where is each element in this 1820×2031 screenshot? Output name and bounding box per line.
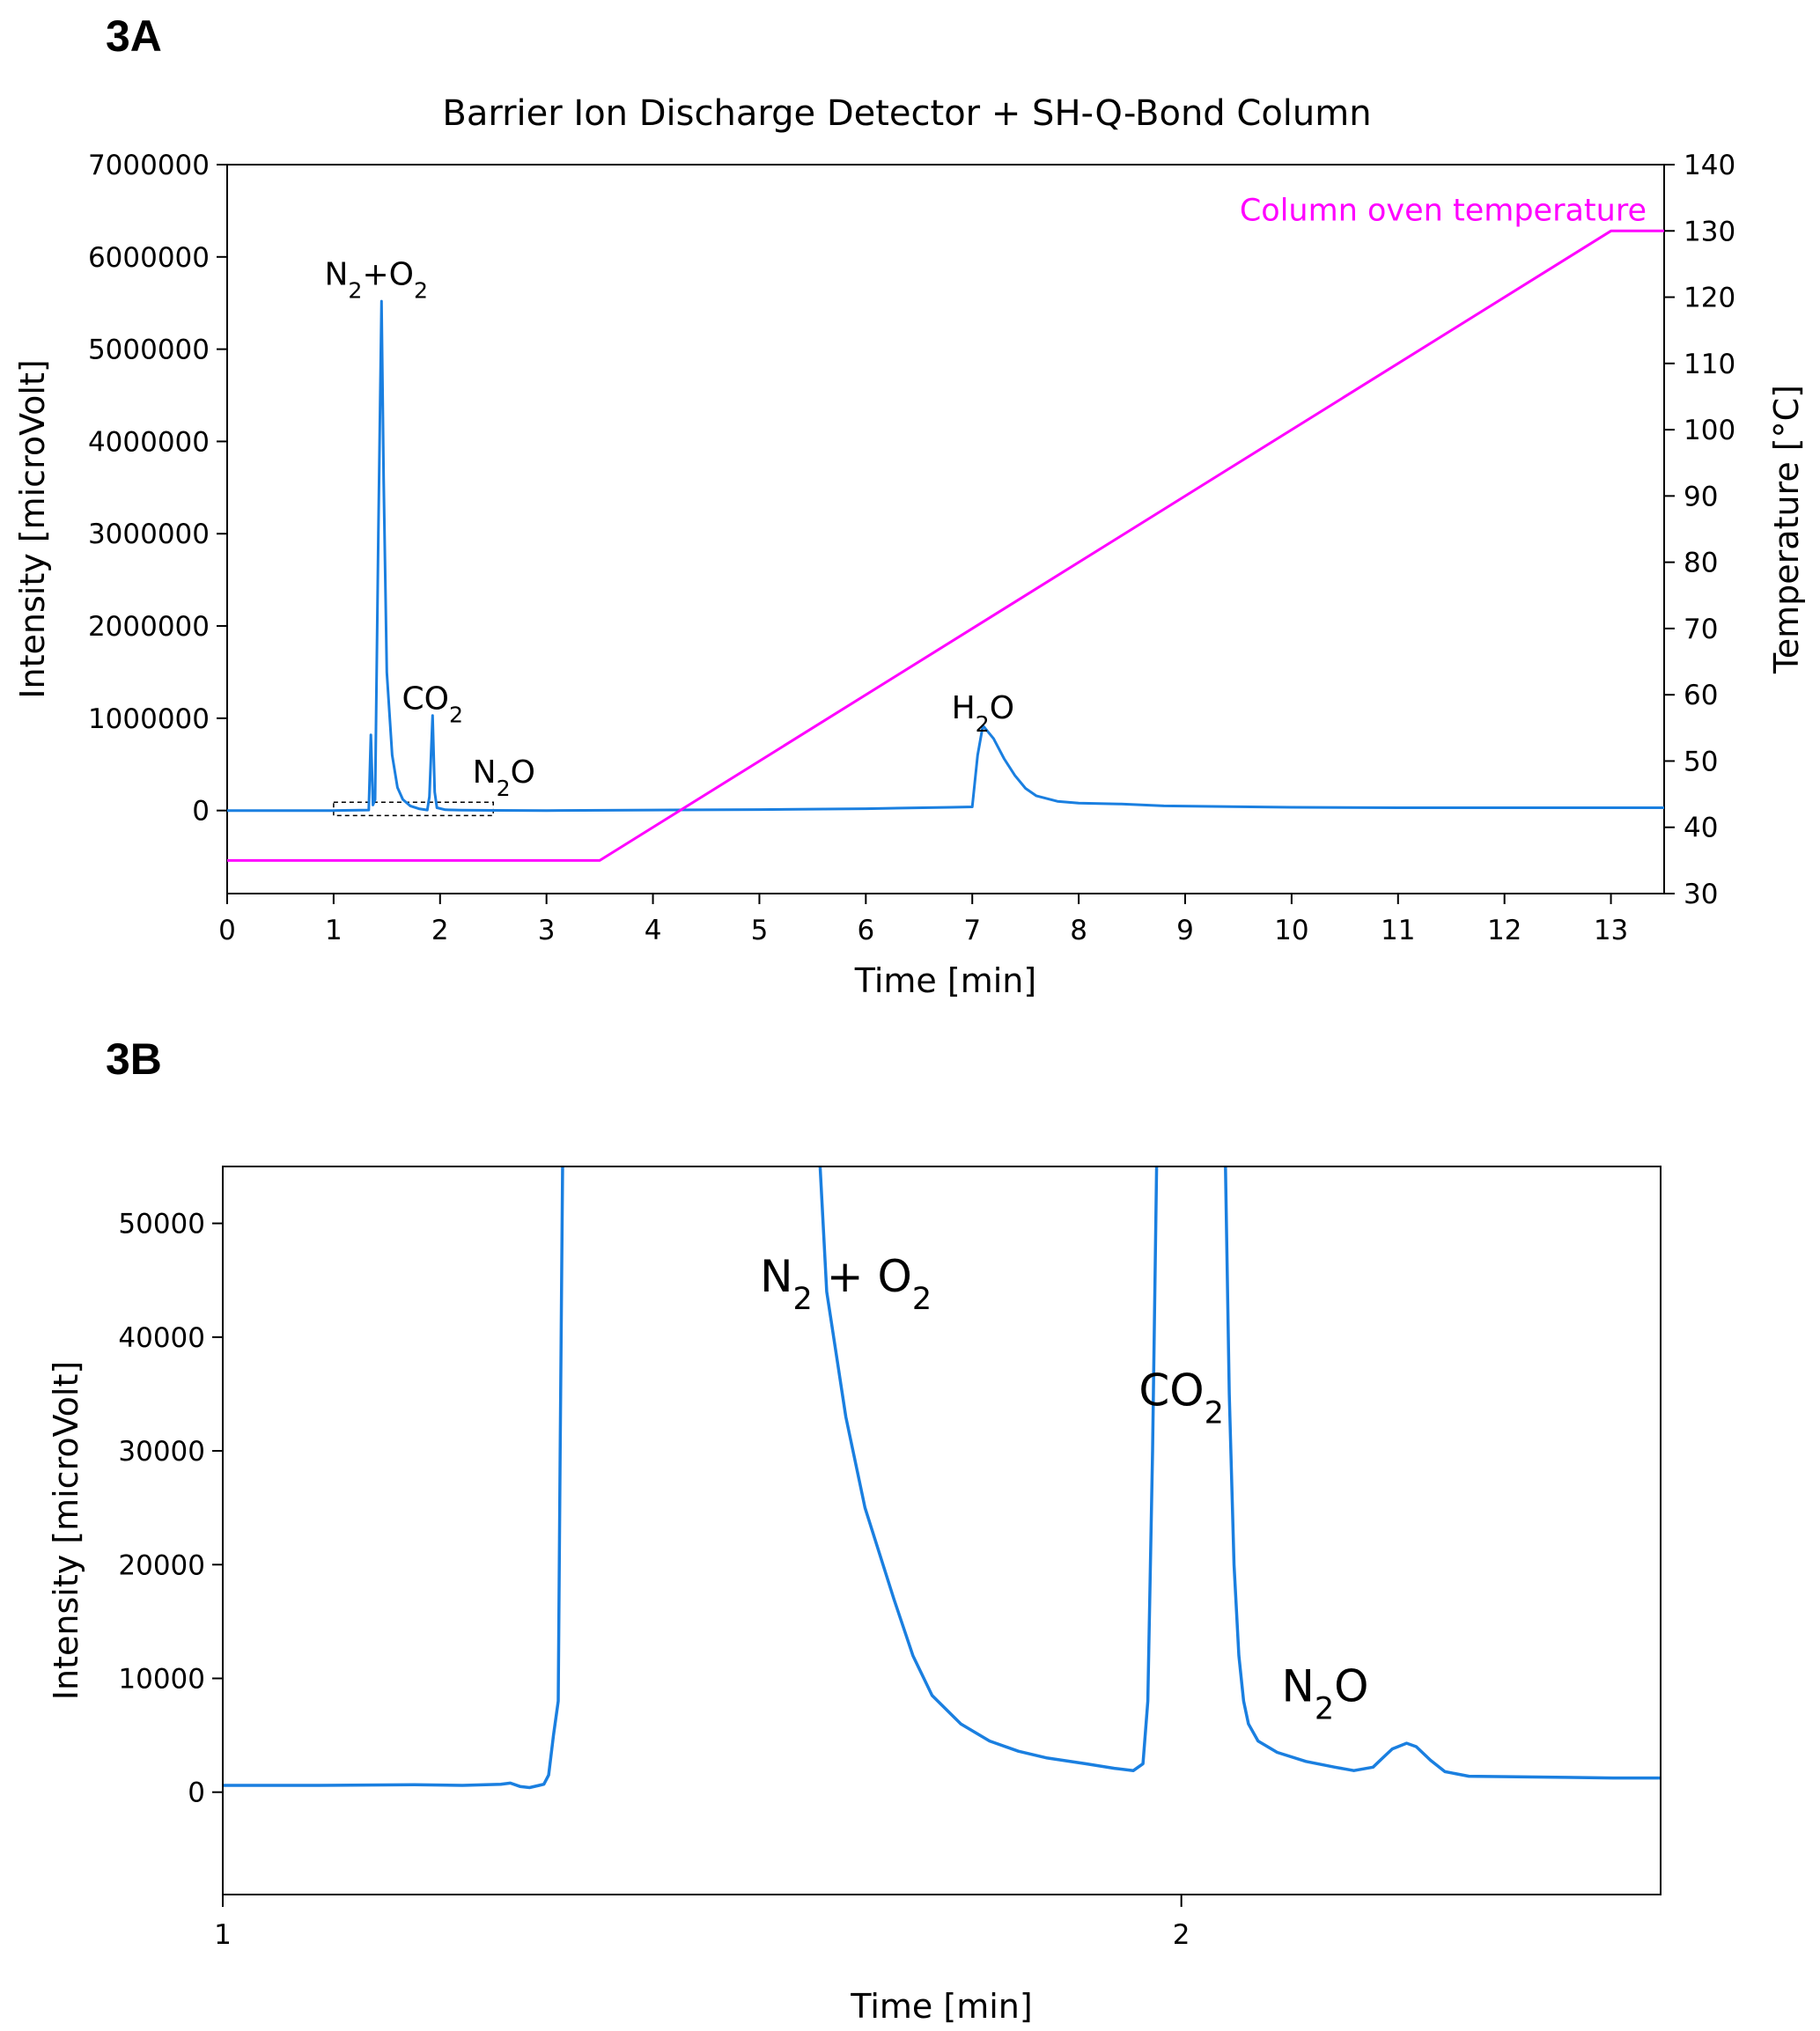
peak-label-part: CO (402, 681, 449, 717)
peak-label-part: 2 (976, 710, 990, 736)
peak-label-part: 2 (497, 776, 511, 801)
zoom-region-box (333, 801, 494, 817)
peak-label-part: O (990, 690, 1014, 726)
y2-tick-label: 70 (1684, 614, 1718, 645)
y2-tick-label: 50 (1684, 746, 1718, 777)
x-tick-label: 10 (1274, 915, 1308, 946)
y2-tick-label: 80 (1684, 548, 1718, 579)
y2-tick-label: 60 (1684, 680, 1718, 711)
temperature-series-line (227, 229, 1664, 862)
x-tick-label: 2 (1173, 1919, 1190, 1951)
y2-tick-label: 30 (1684, 879, 1718, 910)
y-tick-label: 4000000 (88, 426, 210, 458)
peak-label-part: 2 (1315, 1691, 1334, 1726)
x-axis-label: Time [min] (854, 961, 1036, 1000)
y-tick-label: 5000000 (88, 335, 210, 366)
x-tick-label: 3 (538, 915, 556, 946)
x-tick-label: 0 (218, 915, 236, 946)
peak-label-part: O (511, 754, 535, 791)
x-tick-label: 1 (214, 1919, 232, 1951)
y-tick-label: 6000000 (88, 242, 210, 274)
peak-label-part: 2 (414, 277, 428, 303)
y-axis-label: Intensity [microVolt] (47, 1361, 85, 1700)
x-tick-label: 5 (751, 915, 769, 946)
panel-3b-chart: 1 2 0 10000 20000 30000 40000 50000 Time [min] In… (47, 1166, 1662, 2026)
panel-3a-letter: 3A (106, 11, 162, 61)
panel-3a-title: Barrier Ion Discharge Detector + SH-Q-Bo… (442, 93, 1371, 134)
x-tick-label: 6 (857, 915, 874, 946)
peak-label: N2O (473, 754, 535, 801)
peak-label-part: 2 (449, 702, 463, 727)
x-axis-label: Time [min] (850, 1987, 1032, 2026)
y2-tick-label: 40 (1684, 813, 1718, 844)
y-tick-label: 20000 (118, 1549, 205, 1581)
y-tick-label: 30000 (118, 1436, 205, 1468)
panel-3a-frame (226, 164, 1665, 894)
x-tick-label: 12 (1487, 915, 1522, 946)
y2-tick-label: 100 (1684, 415, 1735, 446)
y2-axis-label: Temperature [°C] (1767, 385, 1806, 674)
y-tick-label: 50000 (118, 1209, 205, 1240)
x-tick-label: 1 (325, 915, 343, 946)
y-tick-label: 7000000 (88, 150, 210, 181)
y-tick-label: 3000000 (88, 519, 210, 550)
x-tick-label: 11 (1381, 915, 1415, 946)
panel-3b-frame (222, 1166, 1662, 1895)
peak-label: CO2 (1138, 1365, 1224, 1431)
peak-label: H2O (952, 690, 1014, 737)
peak-label-part: 2 (793, 1282, 813, 1317)
peak-label: N2+O2 (324, 256, 428, 303)
y2-tick-label: 120 (1684, 283, 1735, 314)
y-tick-label: 2000000 (88, 611, 210, 643)
panel-3a-chart: 0 1 2 3 4 5 6 7 8 9 10 11 12 130100000020000003000000… (13, 150, 1806, 1000)
y2-tick-label: 110 (1684, 349, 1735, 380)
y2-tick-label: 130 (1684, 216, 1735, 247)
y-tick-label: 10000 (118, 1663, 205, 1695)
peak-label-part: 2 (1205, 1395, 1224, 1431)
peak-label-part: +O (362, 256, 414, 292)
y-tick-label: 0 (188, 1777, 205, 1809)
y-tick-label: 40000 (118, 1322, 205, 1354)
peak-label-part: CO (1138, 1365, 1204, 1416)
x-tick-label: 9 (1176, 915, 1194, 946)
x-tick-label: 8 (1070, 915, 1087, 946)
peak-label-part: N (1281, 1660, 1314, 1711)
peak-label: CO2 (402, 681, 464, 727)
peak-label: N2O (1281, 1660, 1368, 1726)
x-tick-label: 7 (963, 915, 981, 946)
peak-label-part: H (952, 690, 976, 726)
intensity-series-line (227, 299, 1664, 813)
peak-label: N2 + O2 (760, 1251, 932, 1317)
y2-tick-label: 90 (1684, 481, 1718, 512)
y-tick-label: 0 (192, 796, 210, 828)
x-tick-label: 2 (431, 915, 449, 946)
peak-label-part: + O (813, 1251, 912, 1302)
intensity-series-line (223, 1166, 1661, 1790)
peak-label-part: N (473, 754, 497, 791)
x-tick-label: 4 (645, 915, 662, 946)
x-tick-label: 13 (1594, 915, 1628, 946)
peak-label-part: 2 (348, 277, 362, 303)
peak-label-part: N (760, 1251, 792, 1302)
y-axis-label: Intensity [microVolt] (13, 359, 52, 698)
temperature-series-label: Column oven temperature (1240, 193, 1647, 228)
panel-3b-letter: 3B (106, 1034, 162, 1084)
y-tick-label: 1000000 (88, 703, 210, 735)
peak-label-part: N (324, 256, 348, 292)
peak-label-part: O (1334, 1660, 1368, 1711)
y2-tick-label: 140 (1684, 150, 1735, 181)
peak-label-part: 2 (912, 1282, 932, 1317)
